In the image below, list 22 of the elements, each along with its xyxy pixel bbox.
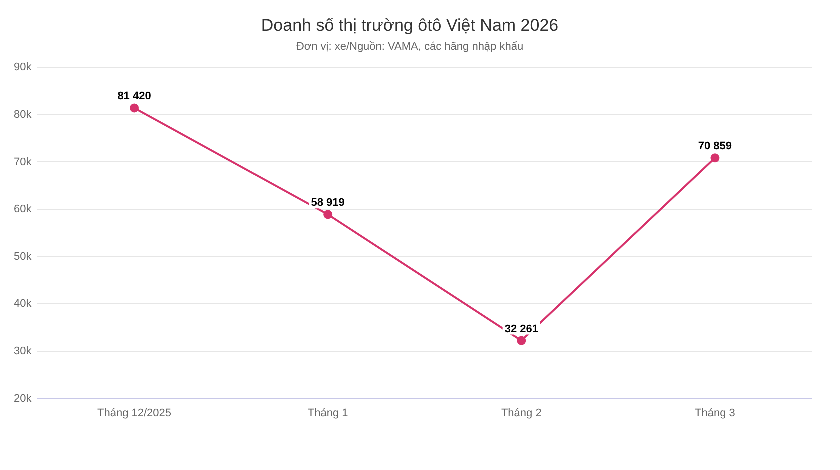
- y-tick-label: 50k: [14, 250, 32, 263]
- y-tick-label: 30k: [14, 346, 32, 358]
- y-tick-label: 70k: [14, 156, 32, 168]
- x-tick-label: Tháng 3: [695, 407, 736, 420]
- chart-title: Doanh số thị trường ôtô Việt Nam 2026: [261, 16, 559, 35]
- point: [710, 154, 720, 163]
- x-tick-label: Tháng 2: [501, 407, 542, 420]
- point: [130, 104, 140, 113]
- x-tick-label: Tháng 1: [308, 407, 348, 420]
- y-tick-label: 90k: [14, 62, 32, 74]
- point: [324, 210, 333, 220]
- point: [517, 336, 526, 346]
- data-label: 32 261: [504, 323, 538, 336]
- y-tick-label: 60k: [14, 204, 32, 216]
- y-tick-label: 20k: [14, 392, 32, 405]
- data-label: 70 859: [698, 140, 732, 153]
- data-label: 81 420: [118, 90, 152, 103]
- y-tick-label: 80k: [14, 108, 32, 121]
- chart-subtitle: Đơn vị: xe/Nguồn: VAMA, các hãng nhập khẩu: [296, 41, 524, 54]
- data-label: 58 919: [311, 197, 345, 210]
- x-tick-label: Tháng 12/2025: [98, 407, 172, 420]
- y-tick-label: 40k: [14, 298, 32, 310]
